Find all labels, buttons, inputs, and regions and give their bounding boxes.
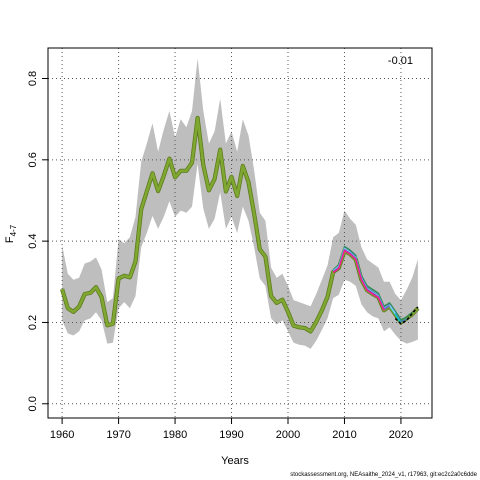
plot-frame <box>47 47 433 419</box>
y-axis-title-main: F <box>4 236 16 243</box>
x-tick-label: 1960 <box>50 429 74 441</box>
confidence-band-layer <box>62 58 418 349</box>
x-tick-label: 1990 <box>219 429 243 441</box>
x-axis-title: Years <box>221 455 249 467</box>
grid-layer <box>48 48 432 418</box>
final-year-line <box>394 306 419 325</box>
x-axis: 1960 1970 1980 1990 2000 2010 2020 <box>50 418 413 441</box>
y-tick-label: 0.8 <box>27 71 39 86</box>
x-tick-label: 2010 <box>332 429 356 441</box>
x-tick-label: 2000 <box>276 429 300 441</box>
confidence-band <box>62 58 418 349</box>
source-caption: stockassessment.org, NEAsaithe_2024_v1, … <box>290 472 477 478</box>
x-tick-label: 1980 <box>163 429 187 441</box>
y-axis: 0.0 0.2 0.4 0.6 0.8 <box>27 71 48 411</box>
x-tick-label: 1970 <box>106 429 130 441</box>
series-layer <box>60 115 420 334</box>
rho-annotation: -0.01 <box>388 55 413 67</box>
y-tick-label: 0.2 <box>27 315 39 330</box>
y-axis-title-subscript: 4-7 <box>9 224 18 236</box>
y-tick-label: 0.0 <box>27 396 39 411</box>
retro-peel-line <box>332 249 385 311</box>
x-tick-label: 2020 <box>389 429 413 441</box>
y-tick-label: 0.4 <box>27 233 39 248</box>
y-axis-title: F4-7 <box>4 224 18 243</box>
y-tick-label: 0.6 <box>27 152 39 167</box>
retro-peel-line <box>332 245 413 321</box>
